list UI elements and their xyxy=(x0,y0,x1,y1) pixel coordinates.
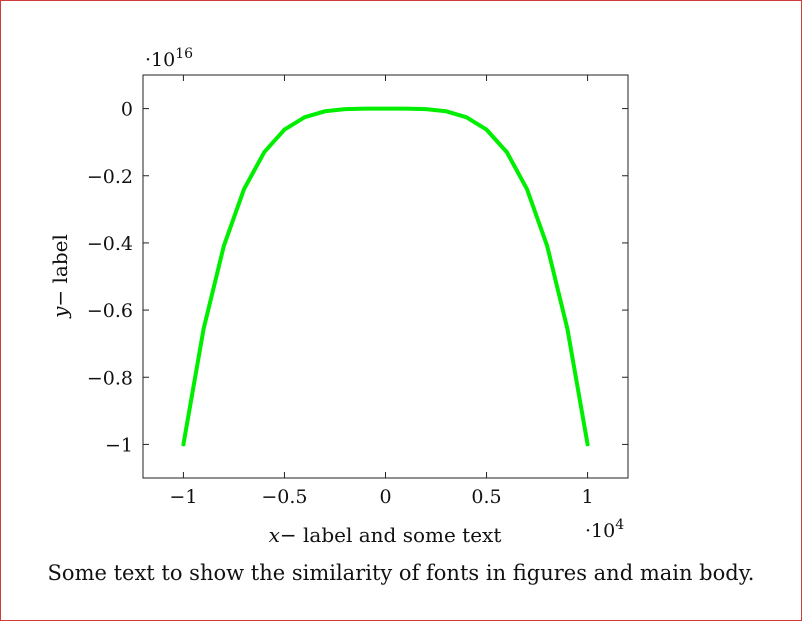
y-tick-labels: 0 −0.2 −0.4 −0.6 −0.8 −1 xyxy=(87,99,133,457)
y-tick-label: 0 xyxy=(121,99,133,121)
y-axis-title: y− label xyxy=(48,234,72,319)
x-tick-label: −0.5 xyxy=(261,486,307,508)
x-tick-label: 0.5 xyxy=(471,486,501,508)
y-tick-label: −0.6 xyxy=(87,300,133,322)
tick-marks xyxy=(143,75,628,478)
y-multiplier: ·1016 xyxy=(145,46,193,71)
caption: Some text to show the similarity of font… xyxy=(47,561,755,585)
y-tick-label: −0.4 xyxy=(87,233,133,255)
x-axis-title: x− label and some text xyxy=(269,523,502,547)
x-tick-label: 0 xyxy=(379,486,391,508)
x-tick-label: −1 xyxy=(169,486,197,508)
x-tick-labels: −1 −0.5 0 0.5 1 xyxy=(169,486,593,508)
x-tick-label: 1 xyxy=(582,486,594,508)
y-tick-label: −1 xyxy=(105,434,133,456)
y-tick-label: −0.2 xyxy=(87,166,133,188)
series-line xyxy=(181,106,590,447)
y-tick-label: −0.8 xyxy=(87,367,133,389)
x-multiplier: ·104 xyxy=(585,517,624,542)
line-chart: −1 −0.5 0 0.5 1 0 −0.2 −0.4 −0.6 −0.8 −1 ·1016 ·1… xyxy=(48,46,629,547)
